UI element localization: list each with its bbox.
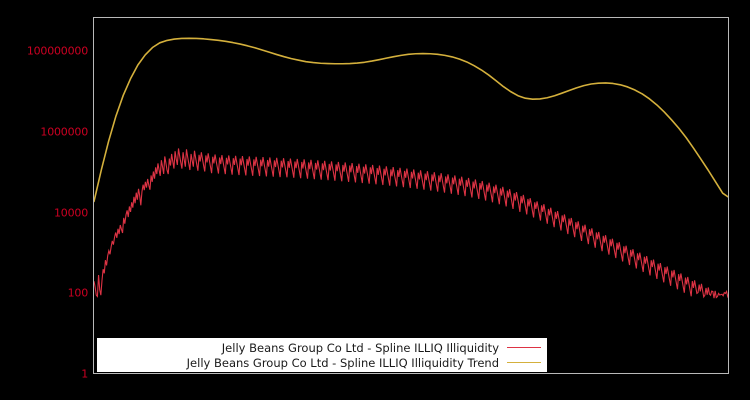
y-tick-label: 100 bbox=[67, 286, 89, 300]
y-axis-tick-labels: 100000000 1000000 10000 100 1 bbox=[0, 0, 88, 400]
legend-entry[interactable]: Jelly Beans Group Co Ltd - Spline ILLIQ … bbox=[97, 355, 547, 370]
plot-svg bbox=[94, 37, 728, 299]
y-tick-label: 100000000 bbox=[26, 44, 88, 58]
legend-entry[interactable]: Jelly Beans Group Co Ltd - Spline ILLIQ … bbox=[97, 340, 547, 355]
chart-legend[interactable]: Jelly Beans Group Co Ltd - Spline ILLIQ … bbox=[96, 337, 548, 373]
legend-line-swatch bbox=[507, 362, 541, 363]
legend-label: Jelly Beans Group Co Ltd - Spline ILLIQ … bbox=[221, 340, 499, 355]
series-line-trend bbox=[94, 37, 728, 203]
series-line-illiquidity bbox=[94, 148, 728, 299]
legend-line-swatch bbox=[507, 347, 541, 348]
plot-area bbox=[93, 17, 729, 374]
y-tick-label: 1000000 bbox=[40, 125, 88, 139]
legend-label: Jelly Beans Group Co Ltd - Spline ILLIQ … bbox=[186, 355, 499, 370]
y-tick-label: 10000 bbox=[54, 206, 88, 220]
y-tick-label: 1 bbox=[81, 367, 88, 381]
